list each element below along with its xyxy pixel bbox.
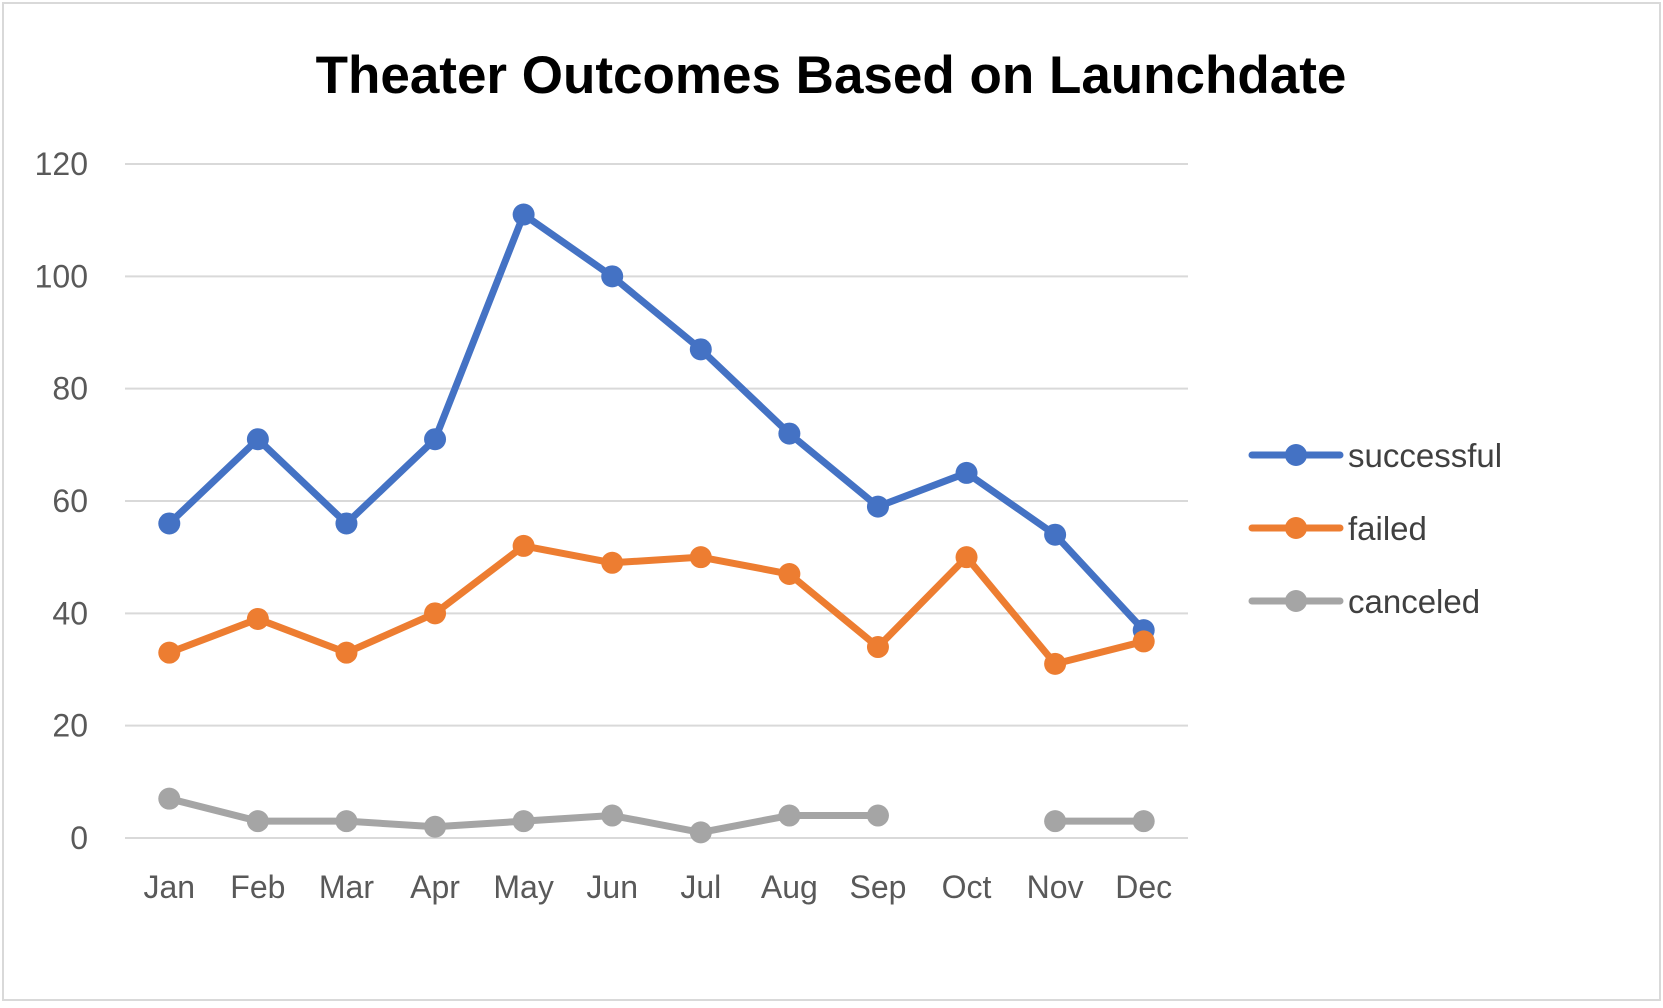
y-tick-label: 60 — [52, 483, 88, 519]
data-point-canceled — [601, 804, 624, 827]
data-point-failed — [955, 546, 978, 569]
data-point-canceled — [424, 815, 447, 838]
data-point-canceled — [1132, 810, 1155, 833]
legend-label: canceled — [1348, 583, 1480, 620]
x-tick-label: Aug — [761, 869, 818, 905]
data-point-canceled — [689, 821, 712, 844]
data-point-successful — [335, 512, 358, 535]
legend: successful failed canceled — [1248, 437, 1502, 620]
y-tick-label: 0 — [70, 820, 88, 856]
data-point-failed — [246, 607, 269, 630]
y-tick-label: 120 — [35, 146, 88, 182]
series-canceled — [158, 787, 1155, 844]
x-axis: Jan Feb Mar Apr May Jun Jul Aug Sep Oct Nov Dec — [143, 869, 1172, 905]
data-point-successful — [424, 428, 447, 451]
data-point-failed — [158, 641, 181, 664]
data-point-canceled — [778, 804, 801, 827]
x-tick-label: Mar — [319, 869, 374, 905]
data-point-successful — [866, 495, 889, 518]
x-tick-label: Apr — [410, 869, 460, 905]
data-point-canceled — [158, 787, 181, 810]
y-tick-label: 100 — [35, 258, 88, 294]
series-line-successful — [165, 211, 1148, 634]
x-tick-label: Jul — [680, 869, 721, 905]
data-point-successful — [246, 428, 269, 451]
legend-item-successful: successful — [1248, 437, 1502, 474]
data-point-failed — [1132, 630, 1155, 653]
series-line-failed — [165, 542, 1148, 668]
legend-swatch-marker — [1285, 590, 1307, 612]
y-tick-label: 40 — [52, 595, 88, 631]
data-point-successful — [689, 338, 712, 361]
data-point-failed — [689, 546, 712, 569]
x-tick-label: May — [493, 869, 553, 905]
legend-swatch-marker — [1285, 517, 1307, 539]
data-point-failed — [866, 636, 889, 659]
data-point-successful — [158, 512, 181, 535]
series-failed — [158, 534, 1155, 675]
series-lines — [158, 203, 1155, 844]
y-tick-label: 20 — [52, 708, 88, 744]
x-tick-label: Jun — [586, 869, 638, 905]
x-tick-label: Dec — [1115, 869, 1172, 905]
data-point-failed — [778, 563, 801, 586]
data-point-successful — [601, 265, 624, 288]
data-point-failed — [601, 551, 624, 574]
data-point-successful — [955, 461, 978, 484]
data-point-canceled — [512, 810, 535, 833]
data-point-canceled — [335, 810, 358, 833]
data-point-canceled — [866, 804, 889, 827]
x-tick-label: Sep — [849, 869, 906, 905]
data-point-failed — [335, 641, 358, 664]
y-axis: 0 20 40 60 80 100 120 — [35, 146, 88, 856]
data-point-failed — [512, 534, 535, 557]
x-tick-label: Jan — [143, 869, 195, 905]
legend-item-canceled: canceled — [1248, 583, 1480, 620]
data-point-failed — [1044, 652, 1067, 675]
data-point-successful — [1044, 523, 1067, 546]
legend-swatch-marker — [1285, 444, 1307, 466]
data-point-failed — [424, 602, 447, 625]
data-point-successful — [512, 203, 535, 226]
gridlines — [125, 163, 1188, 839]
data-point-successful — [778, 422, 801, 445]
legend-label: failed — [1348, 510, 1427, 547]
data-point-canceled — [1044, 810, 1067, 833]
chart-title: Theater Outcomes Based on Launchdate — [316, 46, 1347, 105]
data-point-canceled — [246, 810, 269, 833]
x-tick-label: Nov — [1027, 869, 1084, 905]
y-tick-label: 80 — [52, 371, 88, 407]
x-tick-label: Feb — [230, 869, 285, 905]
x-tick-label: Oct — [942, 869, 992, 905]
legend-label: successful — [1348, 437, 1502, 474]
legend-item-failed: failed — [1248, 510, 1427, 547]
